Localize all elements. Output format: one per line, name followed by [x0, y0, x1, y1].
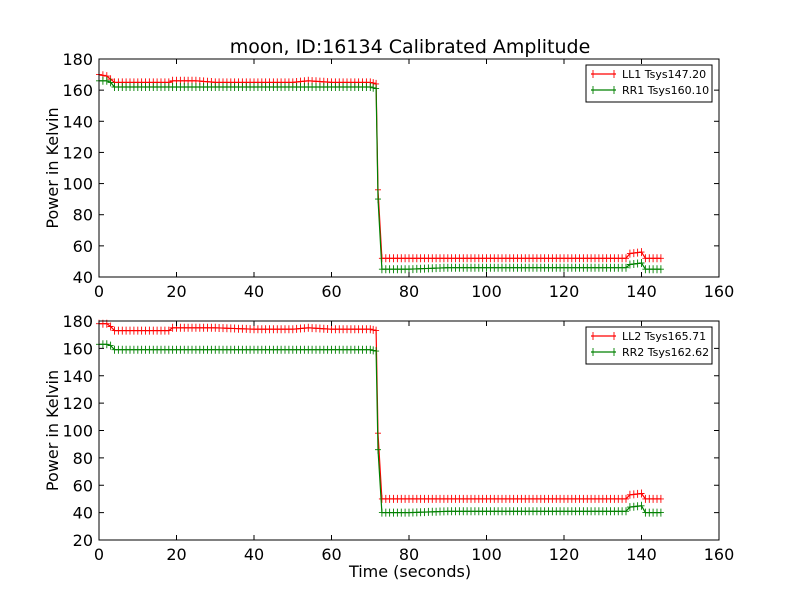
data-point-marker: [367, 345, 374, 354]
x-tick-label: 80: [399, 282, 419, 301]
data-point-marker: [370, 346, 377, 355]
x-tick-label: 140: [626, 282, 657, 301]
data-point-marker: [657, 265, 664, 274]
data-point-marker: [634, 259, 641, 268]
legend: LL1 Tsys147.20 RR1 Tsys160.10: [585, 64, 713, 103]
x-tick-label: 80: [399, 545, 419, 564]
y-tick-label: 60: [73, 237, 93, 256]
data-point-marker: [103, 76, 110, 85]
data-point-marker: [630, 490, 637, 499]
data-point-marker: [103, 340, 110, 349]
bottom-panel: 0 20 40 60 80 100 120 140 1602040608010012014016…: [43, 312, 734, 564]
x-tick-label: 40: [244, 545, 264, 564]
y-tick-label: 100: [62, 422, 93, 441]
x-tick-label: 120: [549, 545, 580, 564]
data-point-marker: [638, 248, 645, 257]
data-point-marker: [373, 84, 380, 93]
y-tick-label: 180: [62, 312, 93, 331]
top-panel: 0 20 40 60 80 100 120 140 160 40 60 80 100 120 140 160 1…: [43, 50, 734, 301]
data-point-marker: [370, 83, 377, 92]
data-point-marker: [367, 83, 374, 91]
y-tick-label: 40: [73, 268, 93, 287]
legend-box: [585, 326, 713, 365]
data-point-marker: [638, 259, 645, 267]
data-point-marker: [634, 248, 641, 257]
data-point-marker: [657, 508, 664, 517]
x-tick-label: 140: [626, 545, 657, 564]
series-2-2: [96, 340, 664, 517]
x-tick-label: 20: [166, 545, 186, 564]
data-point-marker: [626, 260, 633, 269]
series-2-1: [96, 319, 664, 503]
data-point-marker: [375, 445, 381, 454]
x-tick-label: 0: [94, 545, 104, 564]
y-tick-label: 160: [62, 339, 93, 358]
x-tick-label: 100: [471, 545, 502, 564]
legend-entry: RR2 Tsys162.62: [622, 346, 709, 359]
data-point-marker: [638, 489, 645, 498]
data-point-marker: [630, 502, 637, 511]
legend: LL2 Tsys165.71 RR2 Tsys162.62: [585, 326, 713, 365]
legend-entry: RR1 Tsys160.10: [622, 84, 709, 97]
data-point-marker: [626, 249, 633, 258]
x-tick-label: 60: [321, 282, 341, 301]
y-tick-label: 120: [62, 143, 93, 162]
y-tick-label: 80: [73, 206, 93, 225]
y-tick-label: 140: [62, 112, 93, 131]
x-tick-label: 40: [244, 282, 264, 301]
data-point-marker: [375, 195, 381, 204]
data-point-marker: [657, 254, 664, 263]
x-tick-label: 60: [321, 545, 341, 564]
y-axis-label: Power in Kelvin: [43, 107, 62, 228]
data-point-marker: [657, 494, 664, 503]
y-tick-label: 180: [62, 50, 93, 69]
legend-entry: LL1 Tsys147.20: [622, 68, 706, 81]
y-tick-label: 120: [62, 394, 93, 413]
y-axis-label: Power in Kelvin: [43, 370, 62, 491]
data-point-marker: [373, 326, 380, 335]
series-1-2: [96, 76, 664, 274]
x-tick-label: 160: [704, 545, 735, 564]
y-tick-label: 20: [73, 531, 93, 550]
y-tick-label: 100: [62, 175, 93, 194]
data-point-marker: [623, 254, 629, 263]
legend-entry: LL2 Tsys165.71: [622, 330, 706, 343]
x-tick-label: 120: [549, 282, 580, 301]
x-axis-label: Time (seconds): [348, 562, 471, 581]
data-point-marker: [367, 325, 374, 334]
y-tick-label: 40: [73, 504, 93, 523]
y-tick-label: 140: [62, 367, 93, 386]
x-tick-label: 160: [704, 282, 735, 301]
data-point-marker: [370, 325, 377, 334]
data-point-marker: [638, 501, 645, 510]
x-tick-label: 0: [94, 282, 104, 301]
y-tick-label: 60: [73, 476, 93, 495]
x-tick-label: 20: [166, 282, 186, 301]
data-point-marker: [623, 494, 629, 503]
data-point-marker: [107, 322, 114, 331]
data-point-marker: [165, 326, 172, 335]
y-tick-label: 160: [62, 81, 93, 100]
data-point-marker: [630, 249, 637, 258]
chart-title: moon, ID:16134 Calibrated Amplitude: [230, 36, 591, 58]
y-tick-label: 80: [73, 449, 93, 468]
data-point-marker: [373, 347, 380, 356]
legend-box: [585, 64, 713, 103]
data-point-marker: [630, 260, 637, 268]
data-point-marker: [623, 263, 629, 272]
data-point-marker: [107, 78, 114, 87]
x-tick-label: 100: [471, 282, 502, 301]
data-point-marker: [623, 507, 629, 516]
data-point-marker: [107, 341, 114, 350]
